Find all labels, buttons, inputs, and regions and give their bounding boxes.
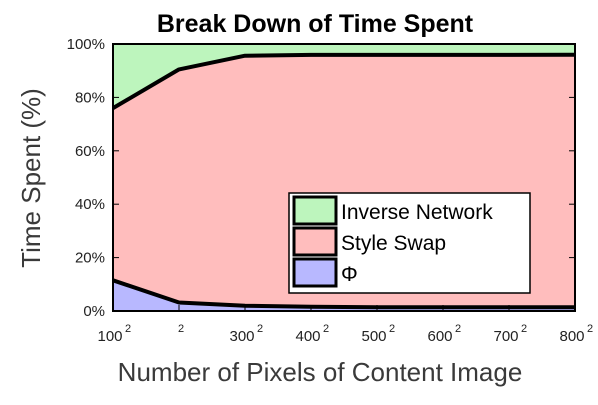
x-tick-exponent: 2 (257, 323, 263, 335)
x-tick-exponent: 2 (455, 323, 461, 335)
y-tick-label: 20% (75, 250, 105, 267)
y-tick-label: 60% (75, 143, 105, 160)
x-tick-exponent: 2 (178, 323, 184, 335)
y-tick-label: 40% (75, 196, 105, 213)
area-inverse-network (113, 44, 575, 109)
legend-label: Inverse Network (341, 201, 493, 224)
legend-label: Φ (341, 263, 358, 286)
x-tick-label: 400 (295, 328, 320, 345)
legend-swatch (292, 195, 338, 226)
chart-title: Break Down of Time Spent (157, 10, 474, 38)
x-tick-exponent: 2 (587, 323, 593, 335)
legend-label: Style Swap (341, 232, 446, 255)
x-tick-label: 100 (97, 328, 122, 345)
x-tick-label: 600 (427, 328, 452, 345)
x-tick-exponent: 2 (323, 323, 329, 335)
y-tick-label: 100% (67, 36, 105, 53)
series-boundary-line (112, 278, 575, 310)
x-tick-label: 800 (559, 328, 584, 345)
boundary-lines (111, 52, 576, 310)
x-tick-exponent: 2 (389, 323, 395, 335)
series-boundary-line (111, 52, 576, 110)
y-tick-label: 80% (75, 89, 105, 106)
plot-frame (112, 43, 576, 312)
y-axis-ticks: 0% 20% 40% 60% 80% 100% (67, 36, 575, 320)
y-tick-label: 0% (83, 303, 105, 320)
legend: Inverse Network Style Swap Φ (288, 192, 531, 294)
x-tick-exponent: 2 (125, 323, 131, 335)
x-axis-label: Number of Pixels of Content Image (118, 357, 523, 387)
y-axis-label: Time Spent (%) (16, 88, 46, 268)
legend-swatch (292, 257, 338, 288)
x-tick-label: 500 (361, 328, 386, 345)
x-tick-label: 300 (229, 328, 254, 345)
x-tick-label: 700 (493, 328, 518, 345)
legend-swatch (292, 226, 338, 257)
x-tick-exponent: 2 (521, 323, 527, 335)
x-axis-ticks: 100 2 2 300 2 400 2 500 2 600 2 700 2 800 2 (97, 305, 593, 345)
